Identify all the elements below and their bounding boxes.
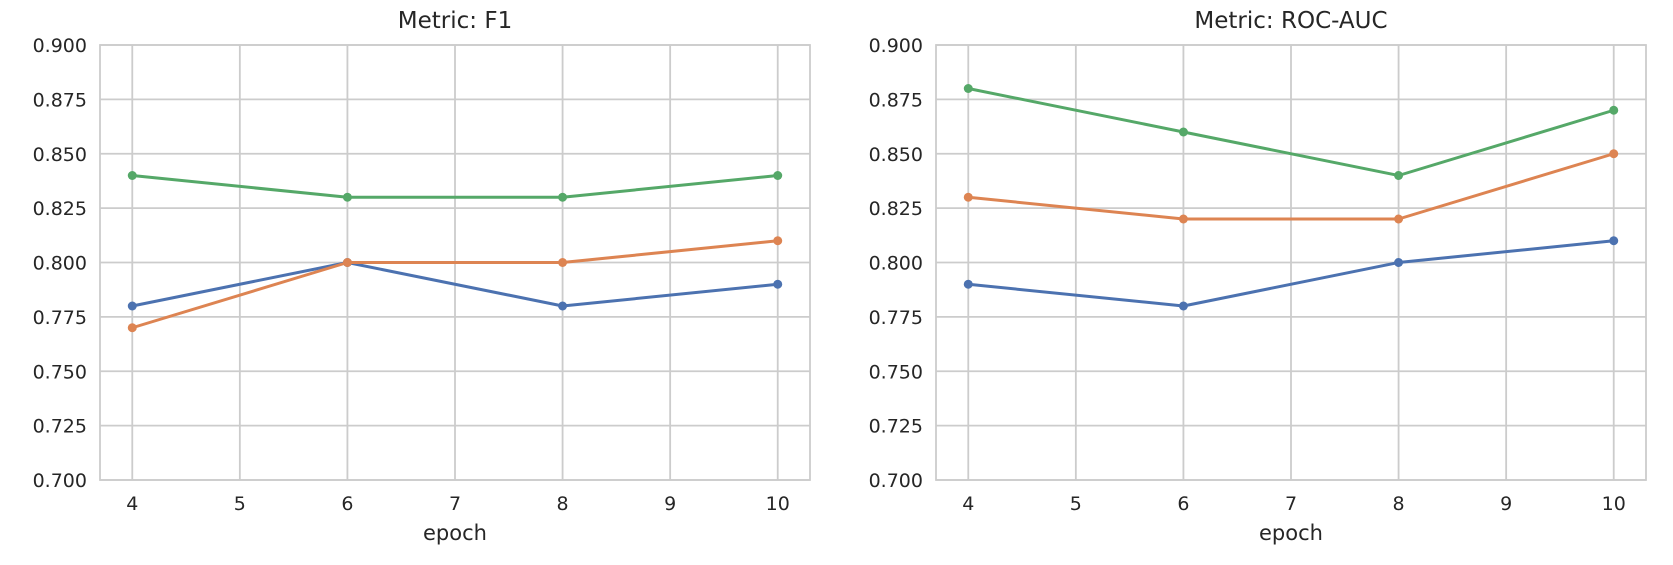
series-line-green <box>966 87 1616 177</box>
data-point-blue <box>963 279 973 289</box>
series-line-green <box>130 174 780 199</box>
series-line-orange <box>966 152 1616 221</box>
y-tick-label: 0.750 <box>33 361 87 383</box>
x-tick-label: 6 <box>341 493 353 515</box>
y-tick-label: 0.875 <box>869 89 923 111</box>
x-tick-label: 5 <box>1070 493 1082 515</box>
x-tick-label: 7 <box>1285 493 1297 515</box>
data-point-blue <box>1609 236 1619 246</box>
series-line-blue <box>966 239 1616 308</box>
data-point-green <box>773 171 783 180</box>
data-point-orange <box>773 236 783 246</box>
y-tick-label: 0.825 <box>869 198 923 220</box>
y-tick-label: 0.725 <box>869 416 923 438</box>
series-line-blue <box>130 261 780 308</box>
x-tick-label: 7 <box>449 493 461 515</box>
chart-panel-f1: 4 5 6 7 8 9 10 0.900 0.875 0.850 0.825 0.800 0.775 0.… <box>0 0 836 565</box>
data-point-orange <box>963 192 973 202</box>
chart-panel-roc-auc: 4 5 6 7 8 9 10 0.900 0.875 0.850 0.825 0.800 0.775 0.… <box>836 0 1672 565</box>
data-point-orange <box>558 258 568 267</box>
y-tick-label: 0.750 <box>869 361 923 383</box>
x-tick-label: 8 <box>557 493 569 515</box>
data-point-green <box>1394 171 1404 180</box>
x-tick-label: 9 <box>1500 493 1512 515</box>
data-point-blue <box>558 301 568 311</box>
data-point-green <box>1178 127 1188 137</box>
x-tick-label: 4 <box>962 493 974 515</box>
chart-title: Metric: F1 <box>397 8 513 34</box>
data-point-blue <box>773 279 783 289</box>
data-point-blue <box>127 301 137 311</box>
y-tick-label: 0.875 <box>33 89 87 111</box>
x-tick-label: 6 <box>1177 493 1189 515</box>
data-point-green <box>1609 105 1619 115</box>
y-tick-label: 0.900 <box>33 35 87 57</box>
x-tick-label: 5 <box>234 493 246 515</box>
x-tick-label: 10 <box>766 493 790 515</box>
y-tick-label: 0.775 <box>869 307 923 329</box>
f1-plot: 4 5 6 7 8 9 10 0.900 0.875 0.850 0.825 0.800 0.775 0.… <box>33 35 811 515</box>
data-point-green <box>127 171 137 180</box>
y-tick-label: 0.800 <box>869 253 923 275</box>
data-point-orange <box>127 323 137 333</box>
data-point-orange <box>1609 149 1619 159</box>
data-point-green <box>558 192 568 202</box>
x-tick-label: 8 <box>1393 493 1405 515</box>
data-point-orange <box>1394 214 1404 224</box>
x-tick-label: 9 <box>664 493 676 515</box>
y-tick-label: 0.700 <box>869 470 923 492</box>
chart-title: Metric: ROC-AUC <box>1194 8 1388 34</box>
y-tick-label: 0.725 <box>33 416 87 438</box>
y-tick-label: 0.850 <box>33 144 87 166</box>
x-axis-label: epoch <box>423 521 487 545</box>
data-point-green <box>342 192 352 202</box>
data-point-orange <box>342 258 352 267</box>
y-tick-label: 0.850 <box>869 144 923 166</box>
y-tick-label: 0.700 <box>33 470 87 492</box>
x-tick-label: 10 <box>1602 493 1626 515</box>
y-tick-label: 0.800 <box>33 253 87 275</box>
data-point-blue <box>1394 258 1404 267</box>
plot-frame <box>935 44 1647 481</box>
data-point-green <box>963 84 973 93</box>
plot-frame <box>99 44 811 481</box>
data-point-blue <box>1178 301 1188 311</box>
x-tick-label: 4 <box>126 493 138 515</box>
data-point-orange <box>1178 214 1188 224</box>
y-tick-label: 0.775 <box>33 307 87 329</box>
roc-auc-plot: 4 5 6 7 8 9 10 0.900 0.875 0.850 0.825 0.800 0.775 0.… <box>869 35 1647 515</box>
y-tick-label: 0.900 <box>869 35 923 57</box>
x-axis-label: epoch <box>1259 521 1323 545</box>
series-line-orange <box>130 239 780 330</box>
y-tick-label: 0.825 <box>33 198 87 220</box>
